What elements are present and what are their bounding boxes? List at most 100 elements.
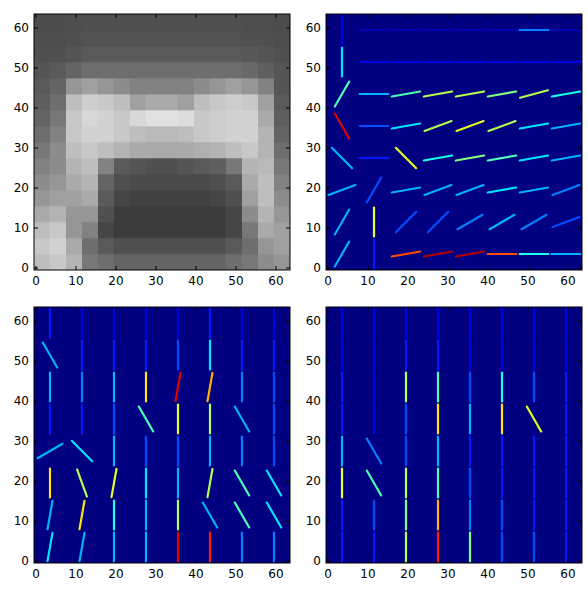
hog-orientation <box>341 309 343 338</box>
y-tick <box>286 361 290 362</box>
y-tick <box>578 268 582 269</box>
hog-orientation <box>552 185 579 195</box>
pixel-cell <box>66 94 82 110</box>
hog-orientation <box>424 155 452 160</box>
y-tick-label: 0 <box>21 554 29 568</box>
hog-orientation <box>43 343 57 368</box>
hog-orientation <box>145 341 147 370</box>
pixel-cell <box>226 78 242 94</box>
pixel-cell <box>242 78 258 94</box>
pixel-cell <box>242 190 258 206</box>
hog-orientation <box>145 533 147 562</box>
hog-orientation <box>533 469 535 498</box>
pixel-cell <box>274 30 290 46</box>
hog-orientation <box>79 533 84 561</box>
pixel-cell <box>50 62 66 78</box>
hog-orientation <box>273 533 275 562</box>
pixel-cell <box>34 222 50 238</box>
y-tick <box>578 401 582 402</box>
pixel-cell <box>258 78 274 94</box>
pixel-cell <box>130 174 146 190</box>
hog-orientation <box>405 341 407 370</box>
pixel-cell <box>146 30 162 46</box>
x-tick <box>196 14 197 18</box>
x-tick-label: 50 <box>228 274 243 288</box>
x-tick-label: 0 <box>324 274 332 288</box>
pixel-cell <box>274 46 290 62</box>
hog-orientation <box>241 309 243 338</box>
pixel-cell <box>194 14 210 30</box>
pixel-cell <box>226 62 242 78</box>
y-tick-label: 30 <box>306 434 321 448</box>
hog-orientation <box>533 533 535 562</box>
hog-orientation <box>392 29 421 31</box>
hog-orientation <box>273 405 275 434</box>
y-tick <box>34 68 38 69</box>
pixel-cell <box>130 78 146 94</box>
pixel-cell <box>226 254 242 270</box>
hog-orientation <box>424 61 453 63</box>
pixel-cell <box>258 206 274 222</box>
pixel-cell <box>34 110 50 126</box>
pixel-cell <box>242 110 258 126</box>
y-tick <box>286 441 290 442</box>
pixel-cell <box>194 206 210 222</box>
pixel-cell <box>114 238 130 254</box>
pixel-cell <box>66 254 82 270</box>
hog-orientation <box>81 341 83 370</box>
x-tick <box>528 307 529 311</box>
pixel-cell <box>210 30 226 46</box>
pixel-cell <box>66 238 82 254</box>
pixel-cell <box>50 110 66 126</box>
hog-orientation <box>373 208 375 237</box>
pixel-cell <box>82 190 98 206</box>
x-tick <box>488 14 489 18</box>
pixel-cell <box>210 206 226 222</box>
subplot: 01020304050600102030405060 <box>14 14 291 288</box>
hog-orientation <box>424 185 451 195</box>
y-tick <box>578 441 582 442</box>
x-tick <box>528 14 529 18</box>
hog-orientation <box>424 121 451 131</box>
pixel-cell <box>146 14 162 30</box>
y-tick <box>578 68 582 69</box>
hog-orientation <box>520 187 548 192</box>
pixel-cell <box>162 238 178 254</box>
plot-area <box>326 14 582 270</box>
pixel-cell <box>130 14 146 30</box>
pixel-cell <box>114 126 130 142</box>
pixel-cell <box>162 94 178 110</box>
pixel-cell <box>34 174 50 190</box>
pixel-cell <box>194 158 210 174</box>
hog-orientation <box>47 501 52 529</box>
hog-orientation <box>552 123 580 128</box>
pixel-cell <box>146 126 162 142</box>
x-tick <box>328 14 329 18</box>
pixel-cell <box>178 126 194 142</box>
y-tick <box>286 28 290 29</box>
pixel-cell <box>130 110 146 126</box>
hog-orientation <box>373 373 375 402</box>
hog-orientation <box>405 501 407 530</box>
hog-orientation <box>335 242 349 267</box>
y-tick-label: 0 <box>313 261 321 275</box>
pixel-cell <box>50 174 66 190</box>
pixel-cell <box>178 46 194 62</box>
pixel-cell <box>114 14 130 30</box>
hog-orientation <box>533 437 535 466</box>
pixel-cell <box>226 46 242 62</box>
pixel-cell <box>258 238 274 254</box>
pixel-cell <box>274 190 290 206</box>
pixel-cell <box>162 62 178 78</box>
pixel-cell <box>66 126 82 142</box>
pixel-cell <box>274 174 290 190</box>
pixel-cell <box>98 158 114 174</box>
hog-orientation <box>335 114 349 139</box>
pixel-cell <box>274 254 290 270</box>
hog-orientation <box>552 61 581 63</box>
x-tick <box>408 266 409 270</box>
x-tick-label: 30 <box>440 567 455 581</box>
hog-orientation <box>469 341 471 370</box>
y-tick <box>286 68 290 69</box>
pixel-cell <box>50 142 66 158</box>
